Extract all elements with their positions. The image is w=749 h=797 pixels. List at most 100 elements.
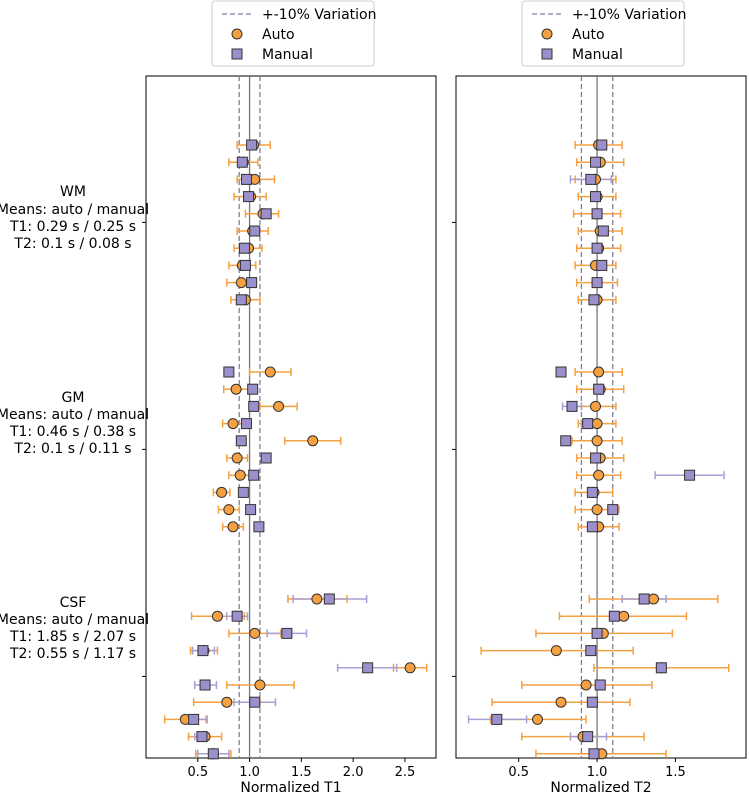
manual-point-t2-6 <box>591 242 603 254</box>
legend-t1-manual-label: Manual <box>262 47 313 63</box>
manual-point-t1-24 <box>362 662 374 674</box>
x-tick-label-t2-0: 0.5 <box>508 765 529 780</box>
manual-point-t2-20 <box>638 593 650 605</box>
manual-point-t2-10 <box>555 366 567 378</box>
manual-point-t2-22 <box>591 627 603 639</box>
marks-t2 <box>467 76 730 760</box>
x-tick-label-t2-2: 1.5 <box>665 765 686 780</box>
manual-point-t2-2 <box>585 173 597 185</box>
manual-point-t1-18 <box>245 504 257 516</box>
x-tick-label-t1-3: 2.0 <box>343 765 364 780</box>
manual-point-t1-3 <box>243 191 255 203</box>
legend-t2-variation-label: +-10% Variation <box>572 7 686 23</box>
auto-point-t2-18 <box>591 504 603 516</box>
group-wm-name: WM <box>60 184 86 200</box>
x-tick-label-t1-1: 1.0 <box>239 765 260 780</box>
x-axis-label-t1: Normalized T1 <box>240 780 341 796</box>
auto-point-t1-13 <box>227 418 239 430</box>
manual-point-t2-13 <box>582 418 594 430</box>
auto-point-t1-17 <box>216 486 228 498</box>
legend-t2-manual-label: Manual <box>572 47 623 63</box>
auto-point-t1-10 <box>264 366 276 378</box>
manual-point-t1-9 <box>235 294 247 306</box>
manual-point-t2-17 <box>586 486 598 498</box>
manual-point-t1-14 <box>235 435 247 447</box>
group-wm-t1: T1: 0.29 s / 0.25 s <box>9 219 136 235</box>
manual-point-t2-16 <box>684 469 696 481</box>
x-axis-label-t2: Normalized T2 <box>550 780 651 796</box>
manual-point-t2-4 <box>591 208 603 220</box>
auto-point-t2-14 <box>591 435 603 447</box>
x-tick-label-t1-2: 1.5 <box>291 765 312 780</box>
auto-point-t2-27 <box>532 713 544 725</box>
manual-point-t1-29 <box>207 748 219 760</box>
auto-point-t2-21 <box>618 610 630 622</box>
auto-point-t2-20 <box>648 593 660 605</box>
manual-point-t1-26 <box>249 696 261 708</box>
manual-point-t2-21 <box>608 610 620 622</box>
manual-point-t1-21 <box>231 610 243 622</box>
manual-point-t2-7 <box>596 259 608 271</box>
auto-point-t1-12 <box>273 400 285 412</box>
group-csf-name: CSF <box>60 595 87 611</box>
legend-t1-variation-label: +-10% Variation <box>262 7 376 23</box>
panel-t2: +-10% Variation Auto Manual 0.5 1.0 1.5 No… <box>452 0 747 796</box>
legend-t2-manual-swatch <box>541 48 553 60</box>
legend-t1: +-10% Variation Auto Manual <box>211 0 376 67</box>
manual-point-t1-28 <box>196 731 208 743</box>
auto-point-t2-16 <box>593 469 605 481</box>
manual-point-t2-5 <box>597 225 609 237</box>
manual-point-t1-0 <box>246 139 258 151</box>
x-tick-label-t2-1: 1.0 <box>587 765 608 780</box>
manual-point-t1-13 <box>240 418 252 430</box>
manual-point-t2-25 <box>594 679 606 691</box>
group-gm-t1: T1: 0.46 s / 0.38 s <box>9 424 136 440</box>
group-wm-t2: T2: 0.1 s / 0.08 s <box>13 236 131 252</box>
plot-area-t2 <box>455 75 747 759</box>
group-labels: WM Means: auto / manual T1: 0.29 s / 0.2… <box>0 184 149 662</box>
manual-point-t2-28 <box>582 731 594 743</box>
manual-point-t2-11 <box>593 383 605 395</box>
manual-point-t2-14 <box>560 435 572 447</box>
auto-point-t2-23 <box>550 645 562 657</box>
legend-t1-manual-swatch <box>231 48 243 60</box>
manual-point-t1-22 <box>281 627 293 639</box>
auto-point-t2-13 <box>591 418 603 430</box>
manual-point-t1-12 <box>248 400 260 412</box>
manual-point-t2-18 <box>607 504 619 516</box>
manual-point-t2-3 <box>590 191 602 203</box>
manual-point-t2-15 <box>590 452 602 464</box>
auto-point-t1-18 <box>223 504 235 516</box>
manual-point-t1-1 <box>236 156 248 168</box>
auto-point-t1-16 <box>234 469 246 481</box>
manual-point-t1-23 <box>197 645 209 657</box>
manual-point-t1-6 <box>238 242 250 254</box>
auto-point-t1-15 <box>231 452 243 464</box>
manual-point-t1-20 <box>323 593 335 605</box>
auto-point-t2-25 <box>580 679 592 691</box>
manual-point-t1-19 <box>253 521 265 533</box>
manual-point-t1-10 <box>223 366 235 378</box>
group-csf-t1: T1: 1.85 s / 2.07 s <box>9 629 136 645</box>
manual-point-t2-9 <box>588 294 600 306</box>
manual-point-t2-27 <box>491 713 503 725</box>
manual-point-t1-2 <box>240 173 252 185</box>
marks-t1 <box>163 76 428 760</box>
plot-area-t1 <box>145 75 437 759</box>
x-tick-label-t1-4: 2.5 <box>395 765 416 780</box>
legend-t2-auto-swatch <box>541 28 553 40</box>
manual-point-t1-5 <box>249 225 261 237</box>
auto-point-t1-22 <box>249 627 261 639</box>
group-wm-means: Means: auto / manual <box>0 202 149 218</box>
auto-point-t1-24 <box>404 662 416 674</box>
manual-point-t1-15 <box>260 452 272 464</box>
legend-t1-auto-label: Auto <box>262 27 295 43</box>
auto-point-t1-8 <box>235 277 247 289</box>
manual-point-t1-17 <box>237 486 249 498</box>
auto-point-t2-12 <box>590 400 602 412</box>
ticks-t1: 0.5 1.0 1.5 2.0 2.5 <box>142 221 416 780</box>
group-gm-name: GM <box>62 390 85 406</box>
legend-t2: +-10% Variation Auto Manual <box>521 0 686 67</box>
legend-t2-auto-label: Auto <box>572 27 605 43</box>
group-csf-means: Means: auto / manual <box>0 612 149 628</box>
